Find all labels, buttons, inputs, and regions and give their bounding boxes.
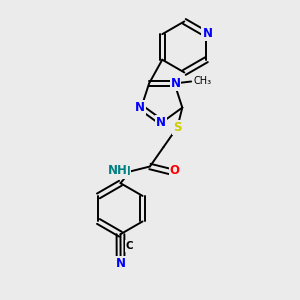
Text: C: C (125, 241, 133, 251)
Text: H: H (121, 165, 130, 178)
Text: NH: NH (107, 164, 128, 177)
Text: N: N (170, 77, 181, 90)
Text: N: N (116, 257, 125, 270)
Text: S: S (173, 121, 182, 134)
Text: N: N (202, 27, 212, 40)
Text: CH₃: CH₃ (193, 76, 211, 86)
Text: N: N (117, 164, 128, 177)
Text: H: H (121, 165, 130, 178)
Text: N: N (135, 101, 145, 114)
Text: N: N (156, 116, 166, 129)
Text: O: O (169, 164, 179, 177)
